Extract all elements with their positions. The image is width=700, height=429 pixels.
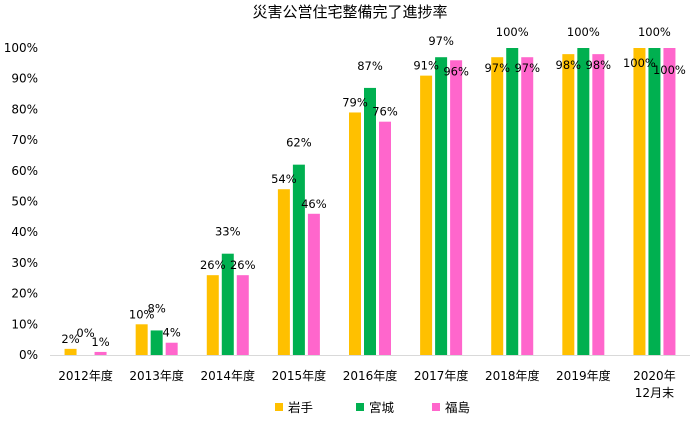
bar-福島	[236, 275, 249, 355]
y-tick-label: 50%	[11, 195, 38, 209]
data-label: 96%	[443, 64, 469, 78]
bar-宮城	[577, 48, 590, 355]
data-label: 91%	[413, 59, 439, 73]
x-tick-label: 2012年度	[58, 368, 113, 383]
x-tick-label: 2015年度	[272, 368, 327, 383]
x-tick-label: 12月末	[635, 386, 674, 400]
x-tick-label: 2013年度	[129, 368, 184, 383]
bar-岩手	[135, 324, 148, 355]
bar-宮城	[435, 57, 448, 356]
data-label: 100%	[623, 56, 656, 70]
y-tick-label: 20%	[11, 287, 38, 301]
bar-series-group	[64, 48, 676, 356]
bar-宮城	[506, 48, 519, 355]
bar-福島	[663, 48, 676, 355]
bar-福島	[94, 351, 107, 355]
x-tick-label: 2014年度	[201, 368, 256, 383]
data-label: 4%	[163, 326, 181, 340]
data-label: 26%	[200, 258, 226, 272]
bar-福島	[307, 213, 320, 355]
data-label: 98%	[556, 58, 582, 72]
x-tick-label: 2020年	[633, 369, 676, 383]
bar-宮城	[292, 164, 305, 355]
data-label: 1%	[91, 335, 109, 349]
data-label: 33%	[215, 225, 241, 239]
y-tick-label: 10%	[11, 317, 38, 331]
bar-福島	[450, 60, 463, 355]
data-label: 87%	[357, 59, 383, 73]
data-label: 26%	[230, 258, 256, 272]
y-tick-label: 70%	[11, 133, 38, 147]
y-tick-label: 60%	[11, 164, 38, 178]
bar-岩手	[633, 48, 646, 355]
bar-岩手	[491, 57, 504, 356]
bar-宮城	[221, 253, 234, 355]
data-label: 98%	[586, 58, 612, 72]
y-tick-label: 90%	[11, 72, 38, 86]
chart-title: 災害公営住宅整備完了進捗率	[252, 3, 447, 21]
bar-岩手	[64, 348, 77, 355]
bar-岩手	[206, 275, 219, 355]
data-label: 100%	[638, 25, 671, 39]
bar-岩手	[349, 112, 361, 355]
legend: 岩手 宮城 福島	[275, 400, 470, 415]
legend-label: 岩手	[288, 400, 313, 415]
bar-宮城	[150, 330, 163, 355]
data-label: 97%	[514, 61, 540, 75]
x-tick-label: 2016年度	[343, 368, 398, 383]
bar-岩手	[562, 54, 575, 355]
data-label: 97%	[428, 34, 454, 48]
legend-swatch-岩手	[275, 403, 283, 411]
data-label: 10%	[129, 307, 155, 321]
legend-label: 福島	[445, 400, 470, 415]
bar-福島	[379, 121, 391, 356]
data-label: 79%	[342, 95, 368, 109]
y-tick-label: 40%	[11, 225, 38, 239]
y-tick-label: 0%	[19, 348, 38, 362]
bar-福島	[592, 54, 605, 355]
y-tick-label: 100%	[4, 41, 38, 55]
data-label: 2%	[61, 332, 79, 346]
data-label: 100%	[653, 63, 686, 77]
x-tick-label: 2019年度	[556, 368, 611, 383]
data-label: 76%	[372, 105, 398, 119]
bar-宮城	[364, 87, 376, 355]
data-label: 100%	[567, 25, 600, 39]
bar-岩手	[420, 75, 433, 355]
data-label: 97%	[484, 61, 510, 75]
x-axis: 2012年度 2013年度 2014年度 2015年度 2016年度 2017年度 2018…	[50, 355, 690, 400]
bar-宮城	[648, 48, 661, 355]
x-tick-label: 2017年度	[414, 368, 469, 383]
data-label: 62%	[286, 136, 312, 150]
data-label-group: 2% 10% 26% 54% 79% 91% 97% 98% 100% 0% 8% 33% 62% 87%…	[61, 25, 686, 349]
y-tick-label: 80%	[11, 102, 38, 116]
bar-福島	[165, 342, 178, 355]
legend-swatch-宮城	[356, 403, 364, 411]
y-tick-label: 30%	[11, 256, 38, 270]
data-label: 0%	[76, 326, 94, 340]
data-label: 100%	[496, 25, 529, 39]
legend-label: 宮城	[369, 400, 395, 415]
bar-岩手	[277, 189, 290, 355]
bar-福島	[521, 57, 534, 356]
data-label: 8%	[148, 301, 166, 315]
y-axis: 0% 10% 20% 30% 40% 50% 60% 70% 80% 90% 100%	[4, 41, 38, 362]
data-label: 46%	[301, 197, 327, 211]
data-label: 54%	[271, 172, 297, 186]
x-tick-label: 2018年度	[485, 368, 540, 383]
legend-swatch-福島	[432, 403, 440, 411]
